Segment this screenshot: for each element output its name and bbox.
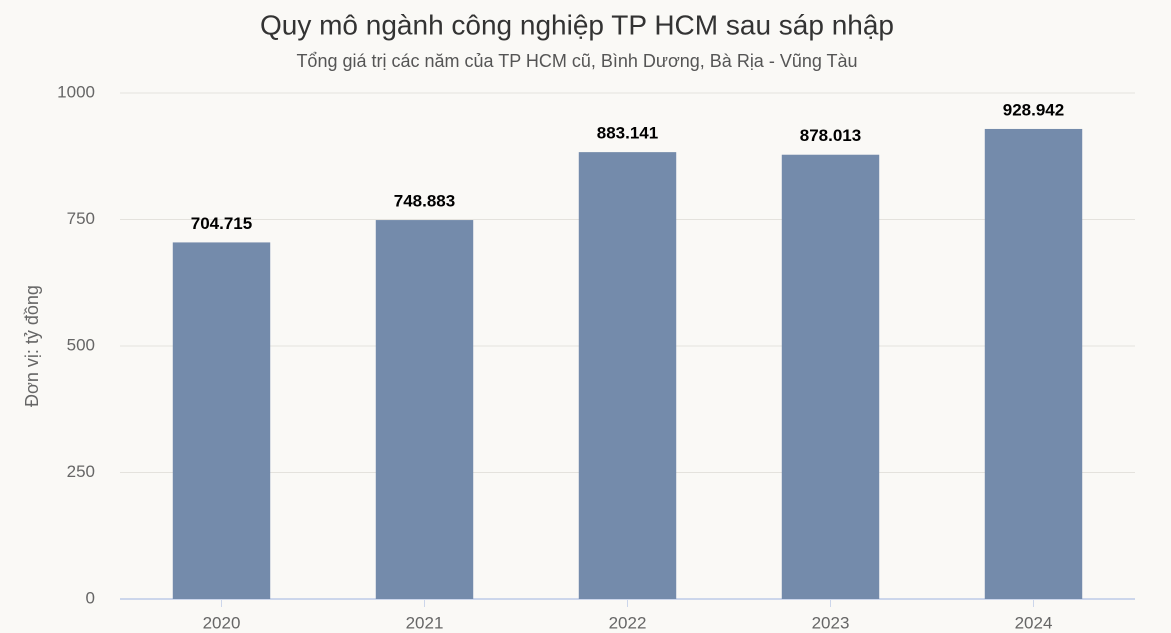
bar <box>984 128 1083 599</box>
y-tick-label: 750 <box>67 209 95 228</box>
y-tick-label: 500 <box>67 335 95 354</box>
chart-subtitle: Tổng giá trị các năm của TP HCM cũ, Bình… <box>296 51 857 71</box>
y-tick-label: 1000 <box>57 82 95 101</box>
y-tick-label: 0 <box>86 588 95 607</box>
x-tick-label: 2023 <box>812 613 850 632</box>
x-tick-label: 2022 <box>609 613 647 632</box>
y-axis-label: Đơn vị: tỷ đồng <box>22 285 42 407</box>
x-tick-label: 2024 <box>1015 613 1053 632</box>
data-label: 928.942 <box>1003 100 1064 119</box>
y-tick-label: 250 <box>67 462 95 481</box>
data-label: 883.141 <box>597 124 658 143</box>
bar <box>781 154 880 600</box>
data-label: 878.013 <box>800 126 861 145</box>
bar <box>172 242 271 599</box>
data-label: 704.715 <box>191 214 252 233</box>
chart-title: Quy mô ngành công nghiệp TP HCM sau sáp … <box>260 9 894 40</box>
data-label: 748.883 <box>394 192 455 211</box>
bar <box>375 220 474 600</box>
x-tick-label: 2021 <box>406 613 444 632</box>
x-tick-label: 2020 <box>203 613 241 632</box>
bar <box>578 152 677 599</box>
